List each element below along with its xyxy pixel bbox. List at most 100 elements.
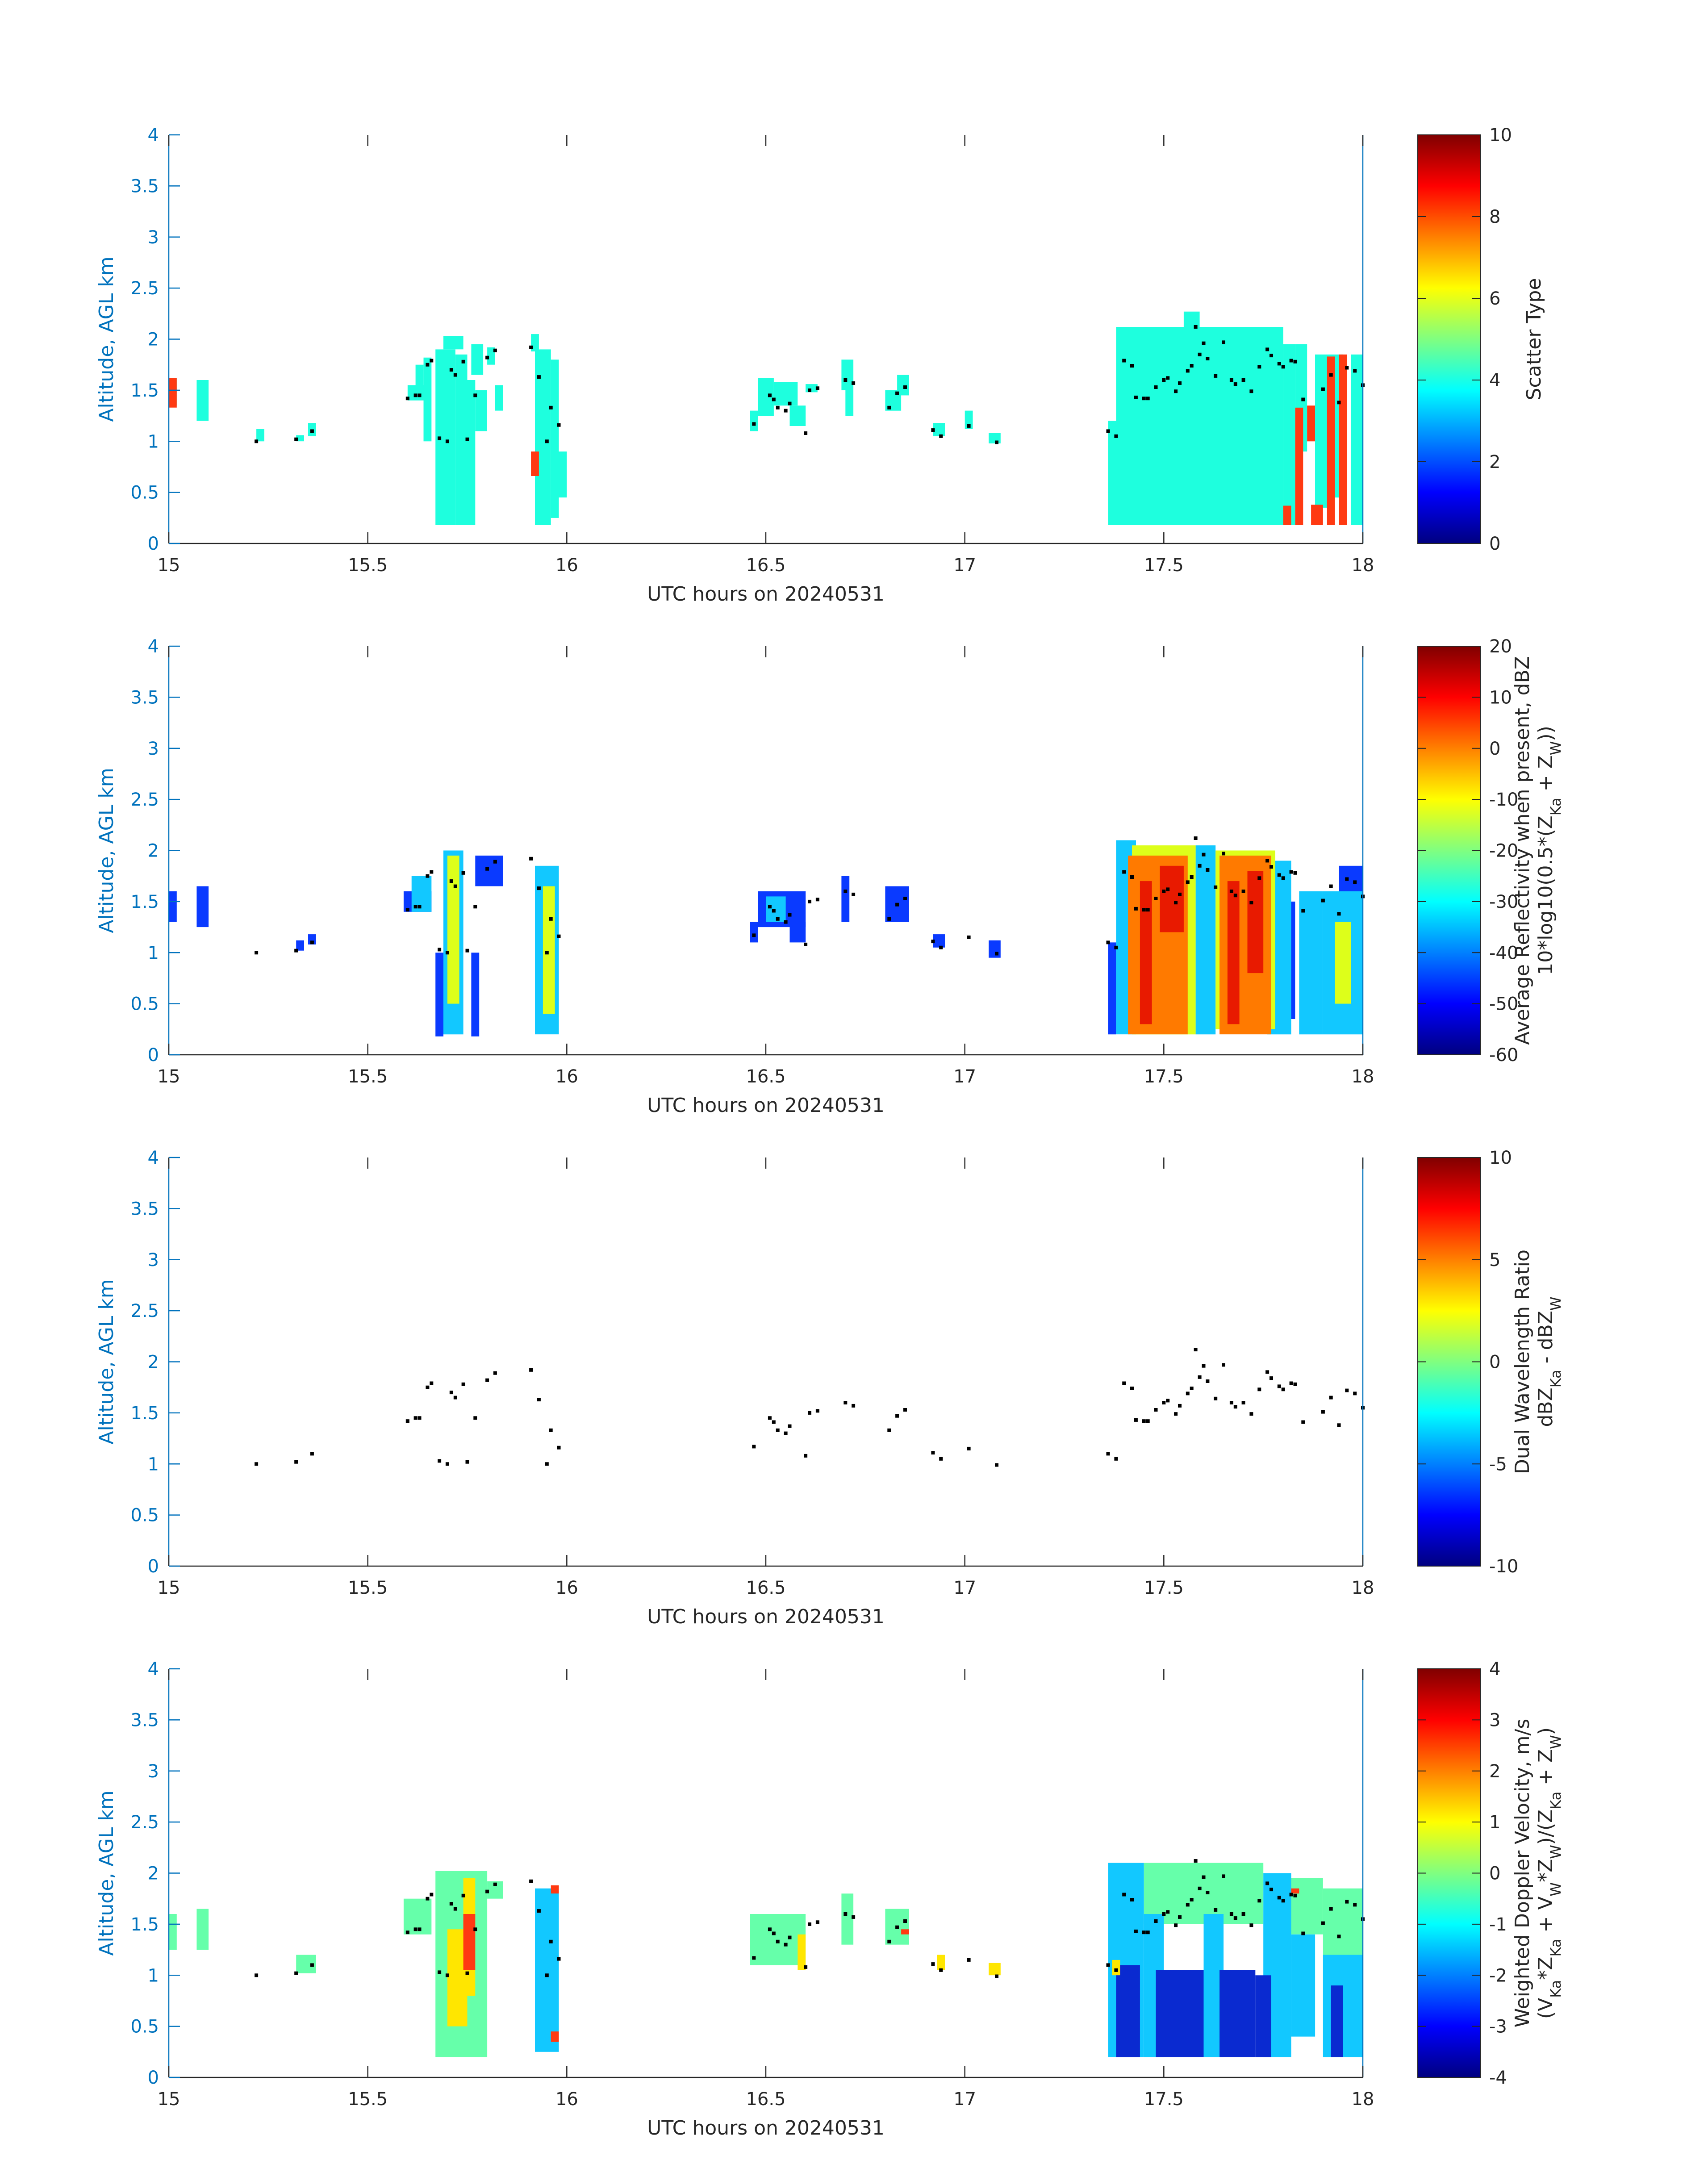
y-tick-label: 1 <box>148 943 159 963</box>
data-point <box>1186 880 1190 884</box>
data-point <box>1202 1364 1206 1368</box>
data-point <box>1229 890 1233 893</box>
data-cell <box>1255 1975 1271 2057</box>
data-point <box>1345 1900 1349 1904</box>
data-point <box>1206 1379 1210 1383</box>
data-cell <box>806 384 818 393</box>
data-point <box>1114 945 1118 949</box>
data-point <box>1162 1912 1166 1916</box>
overlay-points <box>255 1348 1365 1467</box>
data-point <box>310 429 314 433</box>
colorbar-tick-label: 0 <box>1489 534 1500 554</box>
data-point <box>1301 909 1305 913</box>
data-point <box>1166 376 1170 380</box>
data-point <box>473 905 477 909</box>
colorbar-tick-label: 10 <box>1489 1148 1512 1168</box>
y-tick-label: 4 <box>148 1659 159 1680</box>
data-point <box>1249 901 1253 905</box>
data-point <box>465 1460 469 1464</box>
data-point <box>784 1431 788 1435</box>
y-tick-label: 2 <box>148 330 159 350</box>
y-tick-label: 0.5 <box>130 483 159 503</box>
x-tick-label: 16 <box>555 2089 578 2110</box>
data-point <box>1270 1888 1273 1892</box>
data-point <box>815 898 819 902</box>
data-point <box>1301 397 1305 401</box>
data-point <box>465 1971 469 1975</box>
colorbar-label: (VKa*ZKa + VW*ZW)/(ZKa + ZW) <box>1534 1727 1564 2019</box>
data-point <box>1281 876 1285 880</box>
data-point <box>453 884 457 888</box>
data-point <box>453 1907 457 1911</box>
x-tick-label: 16.5 <box>746 2089 785 2110</box>
y-tick-label: 0.5 <box>130 1505 159 1526</box>
data-point <box>931 1451 935 1455</box>
data-point <box>485 1889 489 1893</box>
data-cell <box>937 1955 945 1970</box>
data-point <box>1162 890 1166 893</box>
data-point <box>852 381 856 385</box>
colorbar: -4 -3 -2 -1 0 1 2 3 4 Weighted Doppler Velocity, … <box>1417 1659 1564 2088</box>
x-tick-label: 16.5 <box>746 1578 785 1598</box>
data-point <box>1353 1903 1357 1907</box>
data-point <box>255 1462 259 1466</box>
data-cell <box>1160 865 1184 932</box>
data-point <box>453 1396 457 1400</box>
colorbar-tick-label: -60 <box>1489 1045 1518 1066</box>
data-point <box>1186 1903 1190 1907</box>
data-point <box>1301 1420 1305 1424</box>
data-point <box>1186 369 1190 373</box>
data-point <box>473 1416 477 1420</box>
y-tick-label: 0.5 <box>130 994 159 1015</box>
data-point <box>776 1428 780 1432</box>
data-point <box>1265 859 1270 863</box>
colorbar-label: Dual Wavelength Ratio <box>1511 1249 1534 1474</box>
data-point <box>844 890 848 893</box>
colorbar-tick-label: 0 <box>1489 739 1500 759</box>
data-point <box>453 373 457 377</box>
data-point <box>903 385 907 389</box>
data-cell <box>169 891 177 922</box>
data-point <box>1222 1363 1225 1367</box>
x-tick-label: 18 <box>1352 1578 1374 1598</box>
panel-3: 15 15.5 16 16.5 17 17.5 18 0 0.5 1 1.5 2 2.5 3 3.5 4 UTC… <box>95 1148 1564 1628</box>
colorbar-tick-label: 10 <box>1489 125 1512 146</box>
data-cell <box>1195 845 1216 1035</box>
data-point <box>1198 1886 1202 1890</box>
data-point <box>545 1462 549 1466</box>
data-point <box>784 1943 788 1947</box>
colorbar-tick-label: 10 <box>1489 687 1512 708</box>
colorbar-tick-label: 6 <box>1489 288 1500 309</box>
data-point <box>418 1927 422 1931</box>
data-cell <box>1247 359 1264 525</box>
data-point <box>772 909 776 913</box>
data-point <box>1345 366 1349 370</box>
data-point <box>493 1371 497 1375</box>
data-point <box>768 393 772 397</box>
data-cell <box>1219 1970 1256 2057</box>
data-point <box>310 940 314 944</box>
data-point <box>1142 1930 1146 1935</box>
data-cell <box>1339 354 1347 525</box>
data-point <box>788 913 792 917</box>
y-tick-label: 2 <box>148 1352 159 1373</box>
data-point <box>430 870 434 874</box>
data-point <box>537 1398 541 1402</box>
data-cell <box>1140 881 1152 1024</box>
data-cell <box>296 940 304 951</box>
data-cell <box>1299 891 1323 1035</box>
data-point <box>1289 870 1293 874</box>
data-cell <box>933 934 945 948</box>
data-point <box>1321 387 1325 391</box>
x-tick-label: 16 <box>555 1578 578 1598</box>
data-point <box>557 1957 561 1961</box>
data-point <box>768 1927 772 1931</box>
colorbar-label: Weighted Doppler Velocity, m/s <box>1511 1719 1534 2028</box>
data-point <box>1122 359 1126 363</box>
data-point <box>1229 378 1233 382</box>
y-tick-label: 3 <box>148 1761 159 1782</box>
data-point <box>808 1411 811 1415</box>
data-point <box>852 1915 856 1919</box>
data-point <box>1186 1391 1190 1396</box>
data-point <box>1214 374 1218 378</box>
